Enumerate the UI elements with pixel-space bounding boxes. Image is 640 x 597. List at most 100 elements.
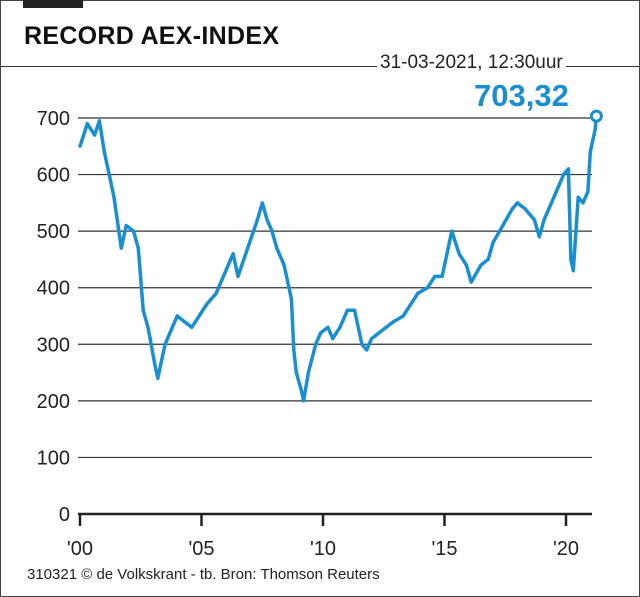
- data-point: [231, 252, 235, 256]
- header-rule: [0, 66, 640, 67]
- data-point: [588, 150, 592, 154]
- data-point: [416, 291, 420, 295]
- data-point: [214, 291, 218, 295]
- data-point: [265, 218, 269, 222]
- data-point: [586, 189, 590, 194]
- data-point: [282, 263, 286, 267]
- data-point: [469, 280, 473, 284]
- data-point: [440, 274, 444, 278]
- data-point: [275, 246, 279, 250]
- data-point: [486, 257, 490, 262]
- y-tick-label: 400: [37, 278, 70, 300]
- data-point: [197, 314, 201, 318]
- data-point: [314, 342, 318, 346]
- data-point: [464, 263, 468, 267]
- x-tick-label: '00: [67, 538, 93, 560]
- data-point: [92, 133, 97, 137]
- data-point: [501, 223, 505, 228]
- data-point: [246, 246, 250, 250]
- data-point: [457, 252, 461, 256]
- series-line-aex: [78, 115, 599, 403]
- data-point: [576, 195, 580, 199]
- data-point: [141, 308, 145, 312]
- last-value-marker: [589, 109, 603, 123]
- data-point: [318, 331, 323, 335]
- data-point: [236, 274, 240, 278]
- timestamp: 31-03-2021, 12:30uur: [377, 52, 566, 74]
- data-point: [204, 303, 208, 307]
- data-point: [581, 201, 585, 205]
- data-point: [569, 257, 573, 262]
- y-tick-label: 700: [37, 108, 70, 130]
- data-point: [78, 144, 82, 148]
- data-point: [491, 240, 495, 245]
- x-tick-label: '10: [310, 538, 336, 560]
- data-point: [433, 274, 437, 278]
- data-point: [306, 370, 311, 375]
- y-tick-label: 300: [37, 334, 70, 356]
- data-point: [270, 229, 274, 233]
- data-point: [537, 235, 541, 239]
- data-point: [153, 365, 157, 369]
- data-point: [447, 240, 451, 245]
- last-value-label: 703,32: [474, 78, 569, 113]
- data-point: [221, 274, 225, 278]
- data-point: [479, 263, 483, 267]
- data-point: [102, 150, 106, 154]
- data-point: [190, 325, 194, 329]
- data-point: [156, 376, 160, 380]
- y-tick-label: 600: [37, 165, 70, 187]
- data-point: [119, 246, 123, 250]
- data-point: [391, 320, 396, 324]
- data-point: [345, 308, 349, 312]
- data-point: [326, 325, 330, 329]
- x-tick-label: '15: [431, 538, 457, 560]
- top-accent-bar: [23, 0, 83, 8]
- data-point: [377, 331, 381, 335]
- data-point: [352, 308, 357, 312]
- data-point: [170, 325, 174, 329]
- data-point: [593, 127, 597, 131]
- data-point: [542, 218, 546, 222]
- data-point: [552, 195, 556, 199]
- y-tick-label: 200: [37, 391, 70, 413]
- data-point: [260, 201, 264, 205]
- chart-title: RECORD AEX-INDEX: [24, 22, 280, 50]
- data-point: [408, 303, 413, 307]
- data-point: [450, 229, 454, 233]
- data-point: [561, 172, 566, 177]
- y-tick-label: 500: [37, 221, 70, 243]
- data-point: [146, 325, 150, 329]
- data-point: [255, 218, 259, 222]
- data-point: [131, 229, 136, 233]
- data-point: [85, 122, 89, 126]
- y-tick-label: 0: [59, 504, 70, 526]
- x-tick-label: '20: [553, 538, 579, 560]
- data-point: [175, 314, 179, 318]
- data-point: [360, 342, 364, 346]
- data-point: [294, 370, 298, 375]
- data-point: [566, 167, 571, 171]
- source-credit: 310321 © de Volkskrant - tb. Bron: Thoms…: [27, 566, 380, 583]
- data-point: [401, 314, 405, 318]
- data-point: [532, 218, 537, 222]
- data-point: [331, 337, 335, 341]
- data-point: [107, 172, 111, 177]
- data-point: [299, 387, 303, 392]
- data-point: [112, 195, 116, 199]
- data-point: [571, 269, 575, 273]
- data-point: [289, 297, 294, 301]
- data-point: [510, 206, 515, 211]
- data-point: [523, 206, 527, 211]
- y-tick-label: 100: [37, 447, 70, 469]
- data-point: [370, 337, 374, 341]
- data-point: [384, 325, 388, 329]
- data-point: [365, 348, 369, 352]
- data-point: [97, 119, 102, 123]
- data-point: [163, 342, 167, 346]
- x-tick-label: '05: [188, 538, 214, 560]
- data-point: [301, 399, 306, 403]
- data-point: [182, 320, 187, 324]
- data-point: [292, 348, 296, 352]
